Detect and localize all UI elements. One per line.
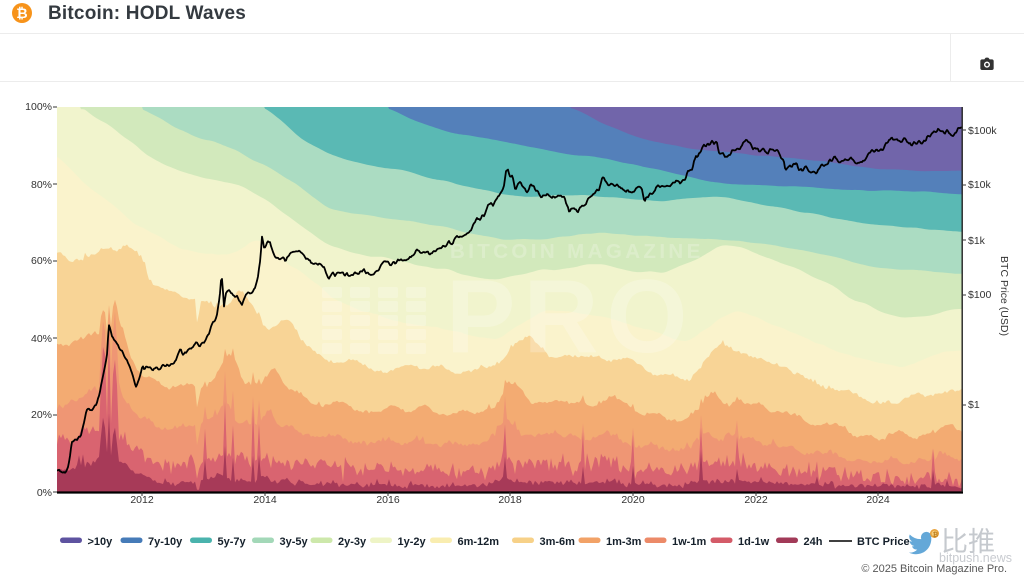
svg-text:5y-7y: 5y-7y [218,536,247,548]
svg-text:2024: 2024 [866,494,890,506]
svg-text:2022: 2022 [744,494,768,506]
svg-text:$1: $1 [968,399,980,411]
svg-text:3m-6m: 3m-6m [540,536,576,548]
svg-text:7y-10y: 7y-10y [148,536,183,548]
svg-text:$1k: $1k [968,235,986,247]
svg-text:2y-3y: 2y-3y [338,536,367,548]
svg-text:0%: 0% [37,487,52,499]
svg-text:2014: 2014 [253,494,277,506]
svg-text:2020: 2020 [621,494,645,506]
svg-text:2012: 2012 [130,494,154,506]
svg-text:100%: 100% [25,101,52,113]
svg-text:BTC Price (USD): BTC Price (USD) [998,256,1010,336]
svg-text:60%: 60% [31,255,52,267]
svg-text:$100k: $100k [968,125,997,137]
svg-text:© 2025 Bitcoin Magazine Pro.: © 2025 Bitcoin Magazine Pro. [861,563,1007,575]
svg-text:bitpush.news: bitpush.news [939,551,1012,565]
svg-text:24h: 24h [804,536,823,548]
svg-text:20%: 20% [31,409,52,421]
svg-text:>10y: >10y [88,536,114,548]
svg-text:BITCOIN MAGAZINE: BITCOIN MAGAZINE [450,240,704,263]
svg-text:6m-12m: 6m-12m [458,536,500,548]
svg-text:$10k: $10k [968,179,992,191]
svg-text:BTC Price: BTC Price [857,536,910,548]
svg-text:2016: 2016 [376,494,400,506]
svg-text:1m-3m: 1m-3m [606,536,642,548]
svg-text:2018: 2018 [498,494,522,506]
svg-text:PRO: PRO [446,259,695,375]
svg-text:3y-5y: 3y-5y [280,536,309,548]
svg-text:1w-1m: 1w-1m [672,536,706,548]
svg-text:1y-2y: 1y-2y [398,536,427,548]
svg-text:80%: 80% [31,179,52,191]
svg-text:₿: ₿ [933,531,938,539]
svg-text:1d-1w: 1d-1w [738,536,770,548]
svg-text:$100: $100 [968,289,992,301]
svg-text:比推: 比推 [941,527,995,557]
svg-text:40%: 40% [31,333,52,345]
